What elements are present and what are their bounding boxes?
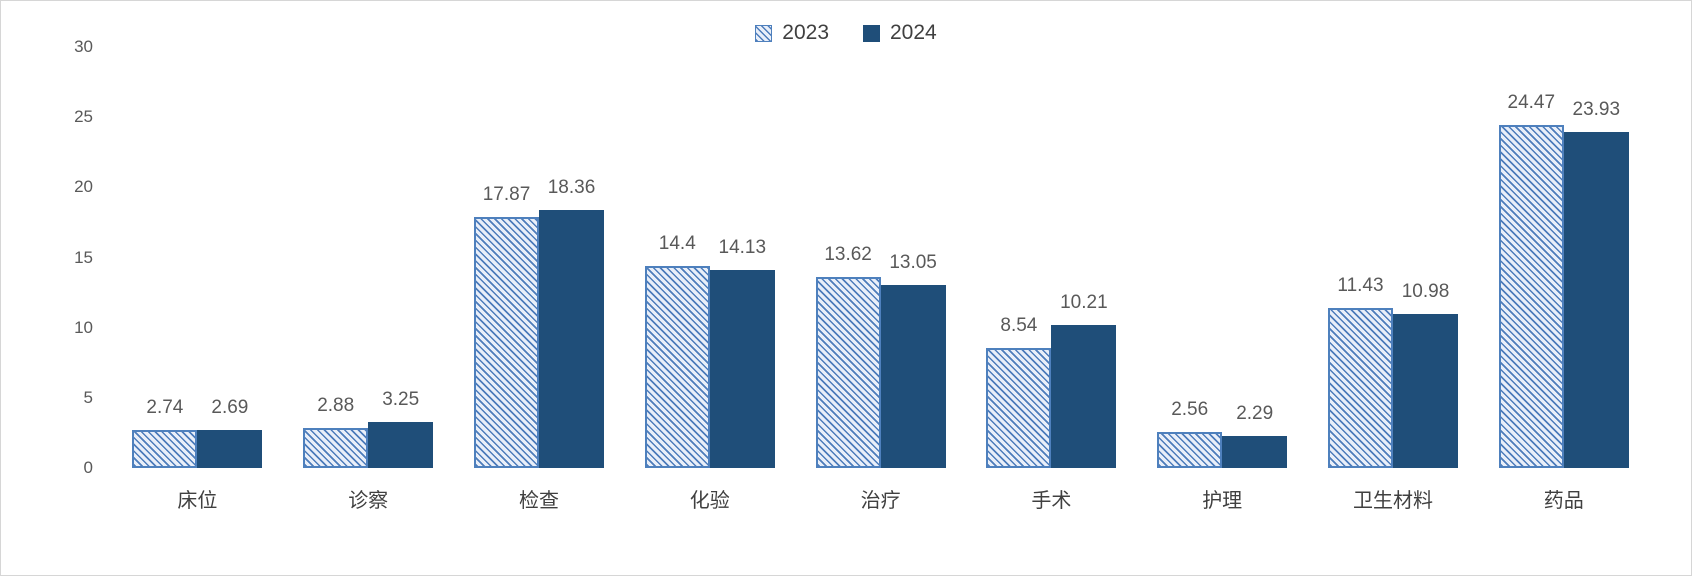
- bar-2023: [986, 348, 1052, 468]
- y-axis-tick-label: 10: [74, 317, 93, 337]
- data-label-2024: 3.25: [382, 389, 420, 411]
- category-label: 化验: [689, 490, 730, 512]
- bar-2023: [644, 265, 710, 468]
- y-axis-tick-label: 20: [74, 177, 93, 197]
- legend-label-2024: 2024: [890, 21, 937, 44]
- category-label: 治疗: [860, 490, 901, 512]
- bar-2024: [1051, 324, 1117, 468]
- legend: 2023 2024: [1, 21, 1691, 45]
- bar-2023: [132, 429, 198, 468]
- data-label-2023: 8.54: [1000, 315, 1038, 337]
- data-label-2024: 2.29: [1236, 402, 1274, 424]
- data-label-2023: 24.47: [1507, 91, 1556, 113]
- category-label: 卫生材料: [1353, 490, 1433, 512]
- bar-2023: [1328, 307, 1393, 468]
- bar-2023: [303, 427, 369, 468]
- data-label-2024: 2.69: [211, 397, 249, 419]
- category-label: 药品: [1543, 490, 1584, 512]
- data-label-2024: 13.05: [889, 251, 937, 273]
- bar-2024: [1222, 435, 1288, 468]
- y-axis-tick-label: 25: [74, 107, 93, 127]
- data-label-2023: 13.62: [824, 243, 872, 265]
- category-label: 床位: [177, 490, 218, 512]
- data-label-2023: 17.87: [482, 184, 531, 206]
- data-label-2023: 14.4: [658, 232, 696, 254]
- data-label-2023: 2.56: [1171, 399, 1209, 421]
- bar-2024: [709, 269, 775, 468]
- bar-2024: [539, 210, 604, 468]
- bar-2024: [880, 284, 946, 468]
- legend-item-2024: 2024: [863, 21, 937, 45]
- data-label-2024: 14.13: [718, 236, 767, 258]
- data-label-2024: 10.98: [1401, 280, 1450, 302]
- bar-2023: [474, 217, 539, 468]
- bar-2023: [1157, 432, 1223, 468]
- data-label-2024: 18.36: [547, 177, 596, 199]
- bar-2024: [197, 430, 263, 468]
- bar-2023: [815, 276, 881, 468]
- category-label: 手术: [1031, 490, 1072, 512]
- y-axis-tick-label: 30: [74, 37, 93, 56]
- category-label: 护理: [1202, 490, 1243, 512]
- bar-2023: [1498, 124, 1564, 468]
- y-axis-tick-label: 15: [74, 247, 93, 267]
- data-label-2024: 10.21: [1060, 291, 1108, 313]
- y-axis-tick-label: 5: [83, 387, 93, 407]
- bar-2024: [1563, 132, 1629, 468]
- data-label-2023: 2.88: [317, 394, 355, 416]
- y-axis-tick-label: 0: [83, 458, 93, 477]
- data-label-2023: 2.74: [146, 396, 184, 418]
- legend-swatch-2024-solid: [863, 24, 880, 42]
- legend-label-2023: 2023: [782, 21, 829, 44]
- legend-item-2023: 2023: [755, 21, 829, 45]
- data-label-2024: 23.93: [1572, 99, 1621, 121]
- bar-2024: [368, 422, 434, 468]
- category-label: 检查: [519, 490, 559, 512]
- category-label: 诊察: [348, 490, 389, 512]
- data-label-2023: 11.43: [1337, 274, 1384, 296]
- bar-2024: [1393, 313, 1458, 468]
- legend-swatch-2023-hatched: [755, 24, 773, 42]
